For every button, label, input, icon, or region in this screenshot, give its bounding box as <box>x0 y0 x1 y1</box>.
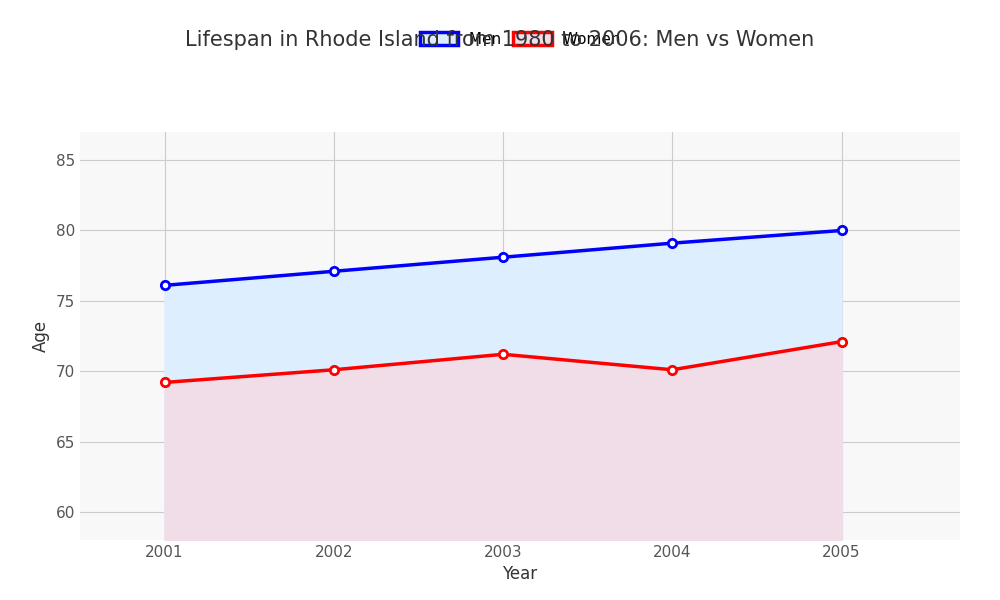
X-axis label: Year: Year <box>502 565 538 583</box>
Y-axis label: Age: Age <box>32 320 50 352</box>
Text: Lifespan in Rhode Island from 1980 to 2006: Men vs Women: Lifespan in Rhode Island from 1980 to 20… <box>185 30 815 50</box>
Legend:  Men,  Women: Men, Women <box>414 25 626 53</box>
